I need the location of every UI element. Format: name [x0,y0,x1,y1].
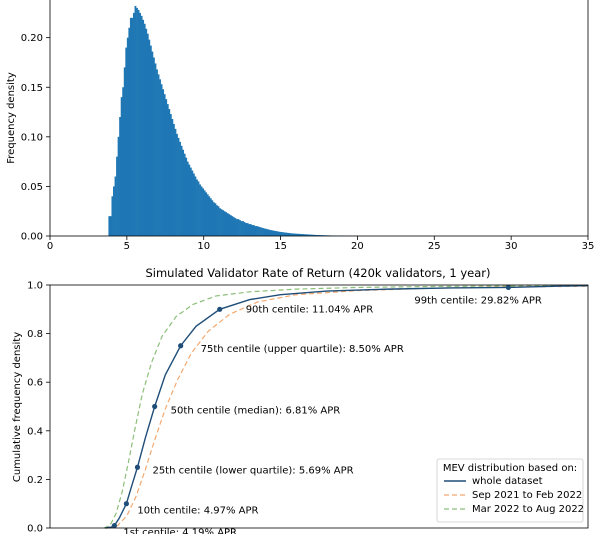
histogram-x-tick-label: 25 [428,241,441,252]
histogram-y-ticks: 0.00 0.05 0.10 0.15 0.20 [21,33,50,242]
cdf-centile-label: 50th centile (median): 6.81% APR [171,406,341,417]
histogram-x-tick-label: 5 [124,241,130,252]
histogram-x-tick-label: 0 [47,241,53,252]
cdf-centile-label: 99th centile: 29.82% APR [414,295,542,306]
histogram-y-tick-label: 0.05 [21,182,43,193]
histogram-x-tick-label: 15 [274,241,287,252]
cdf-y-tick-label: 0.2 [27,475,43,486]
cdf-centile-marker [135,465,140,470]
histogram-x-tick-label: 10 [197,241,210,252]
histogram-x-tick-label: 20 [351,241,364,252]
histogram-x-tick-label: 35 [582,241,595,252]
cdf-y-tick-label: 0.6 [27,378,43,389]
legend-entry: whole dataset [472,476,543,487]
histogram-y-tick-label: 0.00 [21,232,43,243]
cdf-centile-marker [506,285,511,290]
cdf-centile-label: 1st centile: 4.19% APR [123,528,237,534]
cdf-centile-label: 10th centile: 4.97% APR [137,506,258,517]
cdf-centile-marker [112,523,117,528]
legend-entry: Mar 2022 to Aug 2022 [472,504,584,515]
cdf-y-tick-label: 0.8 [27,329,43,340]
histogram-bars [108,6,365,236]
cdf-y-tick-label: 0.0 [27,524,43,535]
cdf-y-tick-label: 0.4 [27,426,43,437]
cdf-centile-label: 90th centile: 11.04% APR [246,304,374,315]
cdf-centile-marker [124,501,129,506]
cdf-centile-marker [178,343,183,348]
histogram-x-ticks: 0 5 10 15 20 25 30 35 [47,236,595,252]
legend: MEV distribution based on: whole dataset… [437,459,584,522]
cdf-y-ticks: 0.0 0.2 0.4 0.6 0.8 1.0 [27,281,50,535]
cdf-panel: Simulated Validator Rate of Return (420k… [12,266,588,534]
histogram-y-tick-label: 0.10 [21,132,43,143]
histogram-y-tick-label: 0.20 [21,33,43,44]
histogram-y-label: Frequency density [6,72,17,164]
legend-entry: Sep 2021 to Feb 2022 [472,490,582,501]
cdf-centile-marker [152,404,157,409]
cdf-centile-marker [217,307,222,312]
legend-title: MEV distribution based on: [443,463,577,474]
cdf-centile-label: 75th centile (upper quartile): 8.50% APR [201,344,404,355]
histogram-x-tick-label: 30 [505,241,518,252]
cdf-title: Simulated Validator Rate of Return (420k… [145,266,490,280]
cdf-centile-label: 25th centile (lower quartile): 5.69% APR [152,465,353,476]
histogram-y-tick-label: 0.15 [21,83,43,94]
cdf-y-tick-label: 1.0 [27,281,43,292]
cdf-y-label: Cumulative frequency density [12,332,23,482]
histogram-panel: 0 5 10 15 20 25 30 35 0.00 0.05 0.10 0.15 0.20 Freq… [6,0,594,252]
